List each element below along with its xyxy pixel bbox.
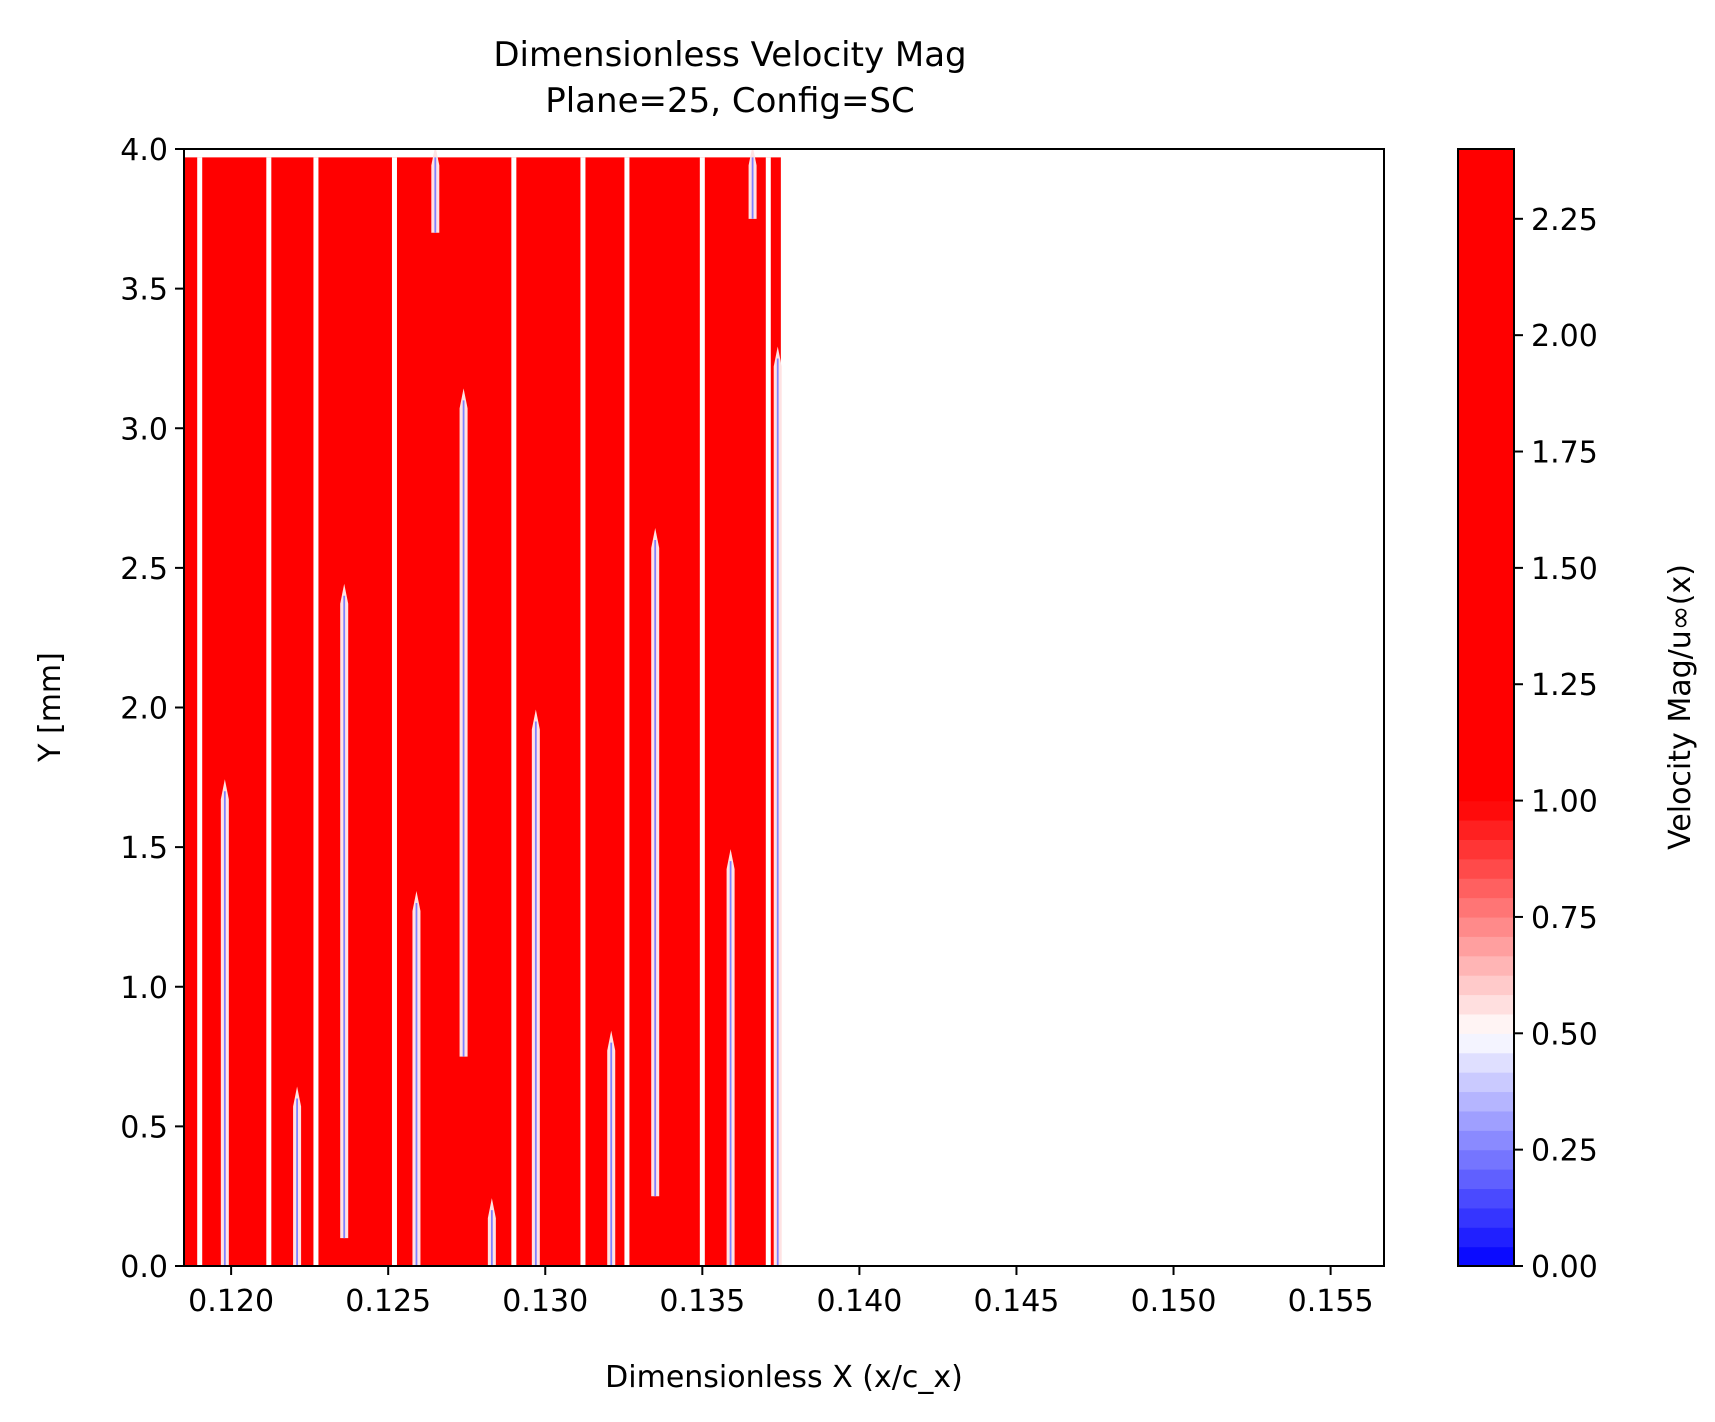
colorbar-tick-label: 0.75 — [1531, 901, 1598, 936]
colorbar-tick-label: 0.50 — [1531, 1017, 1598, 1052]
colorbar-band — [1458, 1188, 1514, 1209]
y-tick-label: 0.5 — [120, 1110, 168, 1145]
colorbar-band — [1458, 839, 1514, 860]
x-tick-label: 0.155 — [1288, 1284, 1374, 1319]
field-gap — [266, 157, 272, 1266]
colorbar-tick-label: 1.75 — [1531, 436, 1598, 471]
x-tick-label: 0.120 — [188, 1284, 274, 1319]
field-gap — [391, 157, 397, 1266]
colorbar-band — [1458, 916, 1514, 937]
colorbar-band — [1458, 1149, 1514, 1170]
colorbar-band — [1458, 1207, 1514, 1228]
field-gap — [699, 157, 705, 1266]
colorbar-tick-label: 0.25 — [1531, 1134, 1598, 1169]
colorbar-band — [1458, 994, 1514, 1015]
colorbar-tick-label: 1.50 — [1531, 552, 1598, 587]
colorbar-band — [1458, 1013, 1514, 1034]
colorbar-band — [1458, 858, 1514, 879]
y-tick-label: 3.0 — [120, 412, 168, 447]
colorbar-band — [1458, 878, 1514, 899]
y-axis-label: Y [mm] — [33, 652, 68, 763]
y-tick-label: 2.0 — [120, 692, 168, 727]
colorbar-tick-label: 0.00 — [1531, 1250, 1598, 1285]
colorbar-tick-label: 2.00 — [1531, 319, 1598, 354]
colorbar-band — [1458, 800, 1514, 821]
chart-subtitle: Plane=25, Config=SC — [545, 81, 915, 121]
field-gap — [580, 157, 586, 1266]
y-tick-label: 1.5 — [120, 831, 168, 866]
field-gap — [313, 157, 319, 1266]
y-tick-label: 2.5 — [120, 552, 168, 587]
colorbar-band — [1458, 1169, 1514, 1190]
colorbar-band — [1458, 975, 1514, 996]
colorbar-band — [1458, 1033, 1514, 1054]
colorbar-band — [1458, 1227, 1514, 1248]
field-gap — [765, 157, 771, 1266]
y-axis: 0.0 0.5 1.0 1.5 2.0 2.5 3.0 3.5 4.0 — [120, 133, 184, 1285]
x-tick-label: 0.130 — [502, 1284, 588, 1319]
colorbar-ticks: 0.00 0.25 0.50 0.75 1.00 1.25 1.50 1.75 2.00 2.25 — [1514, 203, 1598, 1285]
colorbar-band — [1458, 897, 1514, 918]
colorbar-band — [1458, 1091, 1514, 1112]
colorbar-band — [1458, 936, 1514, 957]
colorbar-band — [1458, 819, 1514, 840]
colorbar-tick-label: 1.00 — [1531, 785, 1598, 820]
y-tick-label: 4.0 — [120, 133, 168, 168]
x-axis-label: Dimensionless X (x/c_x) — [605, 1360, 963, 1395]
colorbar-band — [1458, 1246, 1514, 1267]
x-tick-label: 0.125 — [345, 1284, 431, 1319]
chart-title: Dimensionless Velocity Mag — [493, 35, 966, 75]
y-tick-label: 3.5 — [120, 273, 168, 308]
colorbar-label: Velocity Mag/u∞(x) — [1663, 564, 1698, 850]
x-tick-label: 0.150 — [1131, 1284, 1217, 1319]
y-tick-label: 1.0 — [120, 971, 168, 1006]
colorbar-band — [1458, 955, 1514, 976]
colorbar-band — [1458, 1130, 1514, 1151]
colorbar-frame — [1457, 148, 1515, 1267]
colorbar-band — [1458, 1052, 1514, 1073]
colorbar-band — [1458, 1072, 1514, 1093]
colorbar-tick-label: 1.25 — [1531, 668, 1598, 703]
x-tick-label: 0.135 — [659, 1284, 745, 1319]
field-gap — [624, 157, 630, 1266]
data-layer — [184, 149, 782, 1266]
x-tick-label: 0.140 — [816, 1284, 902, 1319]
colorbar-band — [1458, 149, 1514, 802]
colorbar — [1457, 148, 1515, 1267]
velocity-field — [184, 157, 781, 1266]
colorbar-tick-label: 2.25 — [1531, 203, 1598, 238]
field-gap — [197, 157, 203, 1266]
field-gap — [511, 157, 517, 1266]
x-axis: 0.120 0.125 0.130 0.135 0.140 0.145 0.150 0.155 — [188, 1266, 1374, 1319]
y-tick-label: 0.0 — [120, 1250, 168, 1285]
colorbar-band — [1458, 1110, 1514, 1131]
x-tick-label: 0.145 — [974, 1284, 1060, 1319]
